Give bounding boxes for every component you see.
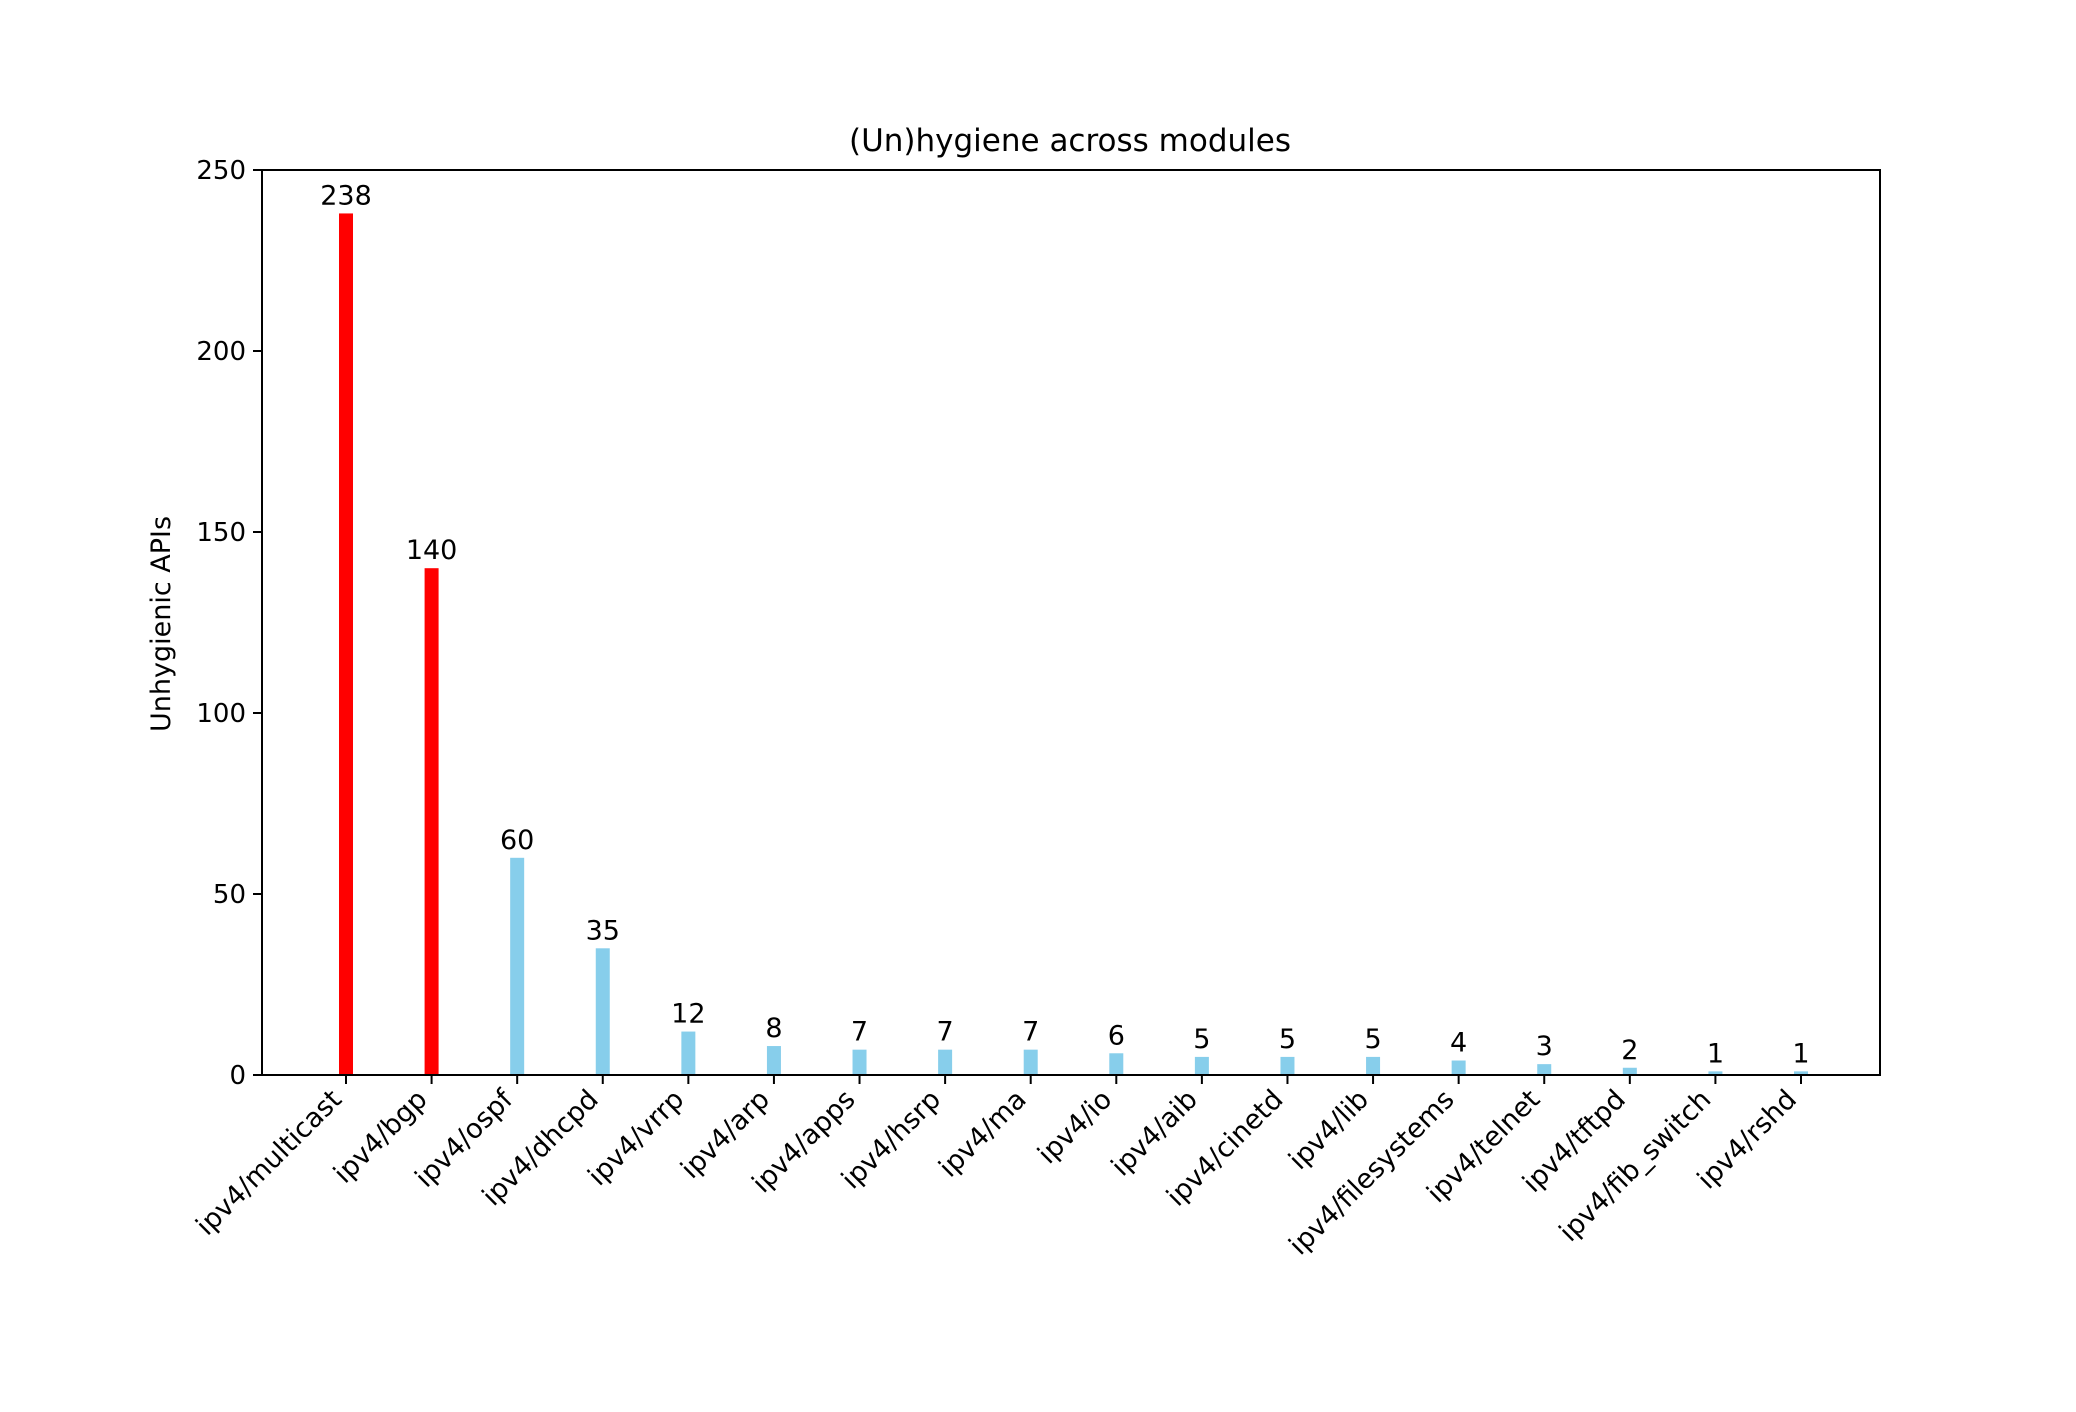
- bar-value-label: 7: [851, 1017, 868, 1048]
- bar-ipv4-lib: [1366, 1056, 1381, 1075]
- bar-ipv4-tftpd: [1622, 1067, 1637, 1075]
- y-tick-label: 200: [196, 337, 246, 367]
- bar-ipv4-rshd: [1794, 1071, 1808, 1075]
- bar-value-label: 4: [1450, 1028, 1467, 1059]
- bar-value-label: 238: [320, 180, 372, 211]
- bar-value-label: 3: [1536, 1031, 1553, 1062]
- bar-value-label: 7: [1022, 1017, 1039, 1048]
- bar-ipv4-cinetd: [1280, 1056, 1295, 1075]
- bar-ipv4-ospf: [510, 857, 525, 1075]
- bar-value-label: 8: [765, 1013, 782, 1044]
- y-axis: 0 50 100 150 200 250: [196, 156, 262, 1091]
- y-axis-label: Unhygienic APIs: [146, 516, 177, 732]
- bar-ipv4-vrrp: [681, 1031, 696, 1075]
- y-tick-label: 0: [229, 1061, 246, 1091]
- y-tick-label: 150: [196, 518, 246, 548]
- bar-value-label: 6: [1108, 1020, 1125, 1051]
- bar-ipv4-arp: [766, 1046, 781, 1075]
- data-labels-layer: 238 140 60 35 12 8 7 7 7 6 5 5 5 4 3 2 1 1: [320, 180, 1809, 1069]
- y-tick-label: 100: [196, 699, 246, 729]
- bar-ipv4-ma: [1023, 1049, 1038, 1075]
- bar-ipv4-fib-switch: [1708, 1071, 1723, 1075]
- bar-ipv4-aib: [1194, 1056, 1209, 1075]
- bar-value-label: 12: [671, 999, 705, 1030]
- bar-value-label: 35: [586, 915, 620, 946]
- plot-frame: [261, 169, 1881, 1076]
- bars-layer: [339, 213, 1808, 1075]
- bar-ipv4-hsrp: [938, 1049, 953, 1075]
- bar-value-label: 2: [1621, 1035, 1638, 1066]
- bar-value-label: 140: [406, 535, 458, 566]
- bar-ipv4-dhcpd: [595, 948, 610, 1075]
- bar-value-label: 5: [1364, 1024, 1381, 1055]
- chart-title: (Un)hygiene across modules: [849, 123, 1291, 159]
- bar-value-label: 7: [937, 1017, 954, 1048]
- bar-ipv4-multicast: [339, 213, 353, 1075]
- bar-ipv4-apps: [852, 1049, 867, 1075]
- bar-value-label: 1: [1707, 1038, 1724, 1069]
- y-tick-label: 250: [196, 156, 246, 186]
- bar-ipv4-telnet: [1537, 1064, 1552, 1075]
- bar-ipv4-bgp: [424, 568, 439, 1075]
- bar-ipv4-io: [1109, 1053, 1124, 1075]
- bar-value-label: 60: [500, 825, 534, 856]
- y-tick-label: 50: [213, 880, 246, 910]
- bar-value-label: 5: [1193, 1024, 1210, 1055]
- bar-value-label: 5: [1279, 1024, 1296, 1055]
- bar-value-label: 1: [1792, 1038, 1809, 1069]
- bar-ipv4-filesystems: [1451, 1060, 1466, 1075]
